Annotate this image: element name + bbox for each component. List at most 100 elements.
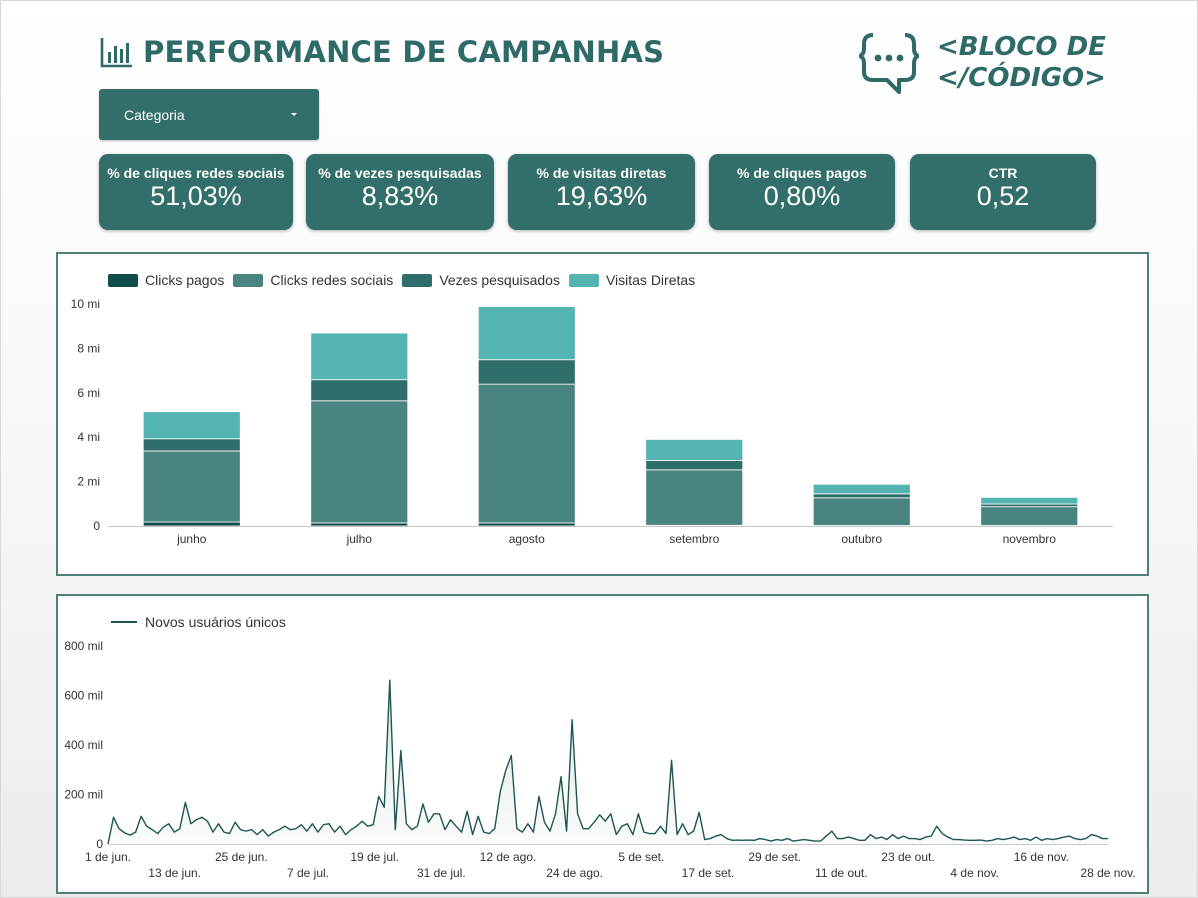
- x-tick-label: 11 de out.: [815, 866, 868, 880]
- x-tick-label: 31 de jul.: [417, 866, 466, 880]
- legend-label: Vezes pesquisados: [439, 272, 560, 288]
- legend-item-visitas-diretas[interactable]: Visitas Diretas: [568, 272, 696, 288]
- brand-name: <BLOCO DE </CÓDIGO>: [937, 32, 1106, 94]
- page-header: PERFORMANCE DE CAMPANHAS: [99, 35, 664, 69]
- legend-swatch: [568, 273, 599, 287]
- kpi-value: 0,52: [976, 181, 1030, 211]
- kpi-value: 0,80%: [763, 181, 841, 211]
- y-tick-label: 400 mil: [64, 738, 103, 752]
- bar-segment: [477, 522, 576, 527]
- kpi-label: % de cliques redes sociais: [107, 165, 285, 181]
- x-tick-label: 7 de jul.: [287, 866, 329, 880]
- y-tick-label: 6 mi: [77, 386, 100, 400]
- bar-segment: [142, 521, 241, 527]
- x-tick-label: setembro: [669, 532, 719, 546]
- category-filter-dropdown[interactable]: Categoria: [99, 89, 319, 140]
- bar-segment: [142, 450, 241, 523]
- bar-segment: [812, 483, 911, 495]
- stacked-bar-chart: 0 2 mi 4 mi 6 mi 8 mi 10 mi junho julho agosto se…: [71, 297, 1113, 546]
- x-tick-label: 13 de jun.: [148, 866, 201, 880]
- x-tick-label: 29 de set.: [748, 850, 801, 864]
- bar-segment: [142, 438, 241, 452]
- kpi-card-social-clicks: % de cliques redes sociais 51,03%: [99, 154, 293, 230]
- bar-chart-icon: [100, 38, 132, 68]
- series-line: [107, 679, 1108, 845]
- x-tick-label: 25 de jun.: [215, 850, 268, 864]
- bar-segment: [477, 359, 576, 385]
- x-tick-label: 1 de jun.: [85, 850, 131, 864]
- x-tick-label: 16 de nov.: [1014, 850, 1069, 864]
- legend-swatch: [233, 273, 264, 287]
- bar-segment: [645, 460, 744, 471]
- kpi-label: % de cliques pagos: [737, 165, 867, 181]
- legend-label: Clicks pagos: [145, 272, 225, 288]
- legend-line: [111, 621, 137, 623]
- y-tick-label: 2 mi: [77, 475, 100, 489]
- y-tick-label: 200 mil: [64, 788, 103, 802]
- kpi-label: % de visitas diretas: [536, 165, 667, 181]
- x-tick-label: 12 de ago.: [480, 850, 537, 864]
- kpi-value: 51,03%: [150, 181, 242, 211]
- bar-segment: [142, 411, 241, 440]
- x-tick-label: 23 de out.: [881, 850, 934, 864]
- y-tick-label: 600 mil: [64, 689, 103, 703]
- y-tick-label: 0: [93, 519, 100, 533]
- legend-swatch: [108, 273, 138, 287]
- kpi-label: % de vezes pesquisadas: [318, 165, 482, 181]
- brand-line-2: </CÓDIGO>: [937, 63, 1106, 93]
- bar-segment: [477, 306, 576, 361]
- area-fill: [108, 680, 1108, 844]
- kpi-card-ctr: CTR 0,52: [910, 154, 1096, 230]
- x-tick-label: junho: [176, 532, 207, 546]
- y-tick-label: 0: [96, 837, 103, 851]
- legend-item-clicks-redes[interactable]: Clicks redes sociais: [233, 272, 393, 288]
- x-tick-label: 17 de set.: [682, 866, 735, 880]
- x-tick-label: agosto: [509, 532, 545, 546]
- kpi-value: 8,83%: [361, 181, 439, 211]
- stacked-bar-chart-panel: Clicks pagos Clicks redes sociais Vezes …: [56, 252, 1149, 576]
- x-tick-label: julho: [346, 532, 373, 546]
- caret-down-icon: [291, 113, 297, 116]
- legend-item-clicks-pagos[interactable]: Clicks pagos: [108, 272, 224, 288]
- brand-line-1: <BLOCO DE: [937, 32, 1106, 62]
- y-tick-label: 4 mi: [77, 430, 100, 444]
- kpi-label: CTR: [988, 165, 1018, 181]
- x-tick-label: 4 de nov.: [950, 866, 998, 880]
- bar-segment: [980, 506, 1079, 526]
- bar-segment: [980, 496, 1079, 505]
- bar-chart-legend: Clicks pagos Clicks redes sociais Vezes …: [108, 272, 704, 288]
- legend-swatch: [402, 273, 433, 287]
- legend-item-novos-usuarios[interactable]: Novos usuários únicos: [111, 614, 286, 630]
- brand-logo: <BLOCO DE </CÓDIGO>: [859, 29, 1106, 97]
- bar-segment: [310, 332, 409, 381]
- line-chart-panel: Novos usuários únicos 0 200 mil 400 mil 600…: [56, 594, 1149, 894]
- category-filter-label: Categoria: [124, 106, 185, 123]
- legend-label: Clicks redes sociais: [270, 272, 394, 288]
- area-line-chart: 0 200 mil 400 mil 600 mil 800 mil 1 de jun. 25…: [64, 639, 1135, 880]
- legend-label: Visitas Diretas: [605, 272, 696, 288]
- y-tick-label: 800 mil: [64, 639, 103, 653]
- bar-segment: [477, 383, 576, 524]
- legend-label: Novos usuários únicos: [145, 614, 286, 630]
- bar-segment: [645, 469, 744, 526]
- kpi-card-paid-clicks: % de cliques pagos 0,80%: [709, 154, 895, 230]
- bar-segment: [812, 497, 911, 526]
- bar-segment: [310, 379, 409, 402]
- page-title: PERFORMANCE DE CAMPANHAS: [143, 35, 665, 69]
- legend-item-vezes-pesquisados[interactable]: Vezes pesquisados: [402, 272, 560, 288]
- x-tick-label: outubro: [841, 532, 882, 546]
- x-tick-label: novembro: [1003, 532, 1057, 546]
- y-tick-label: 10 mi: [71, 297, 100, 311]
- x-tick-label: 19 de jul.: [350, 850, 399, 864]
- kpi-card-searches: % de vezes pesquisadas 8,83%: [306, 154, 494, 230]
- y-tick-label: 8 mi: [77, 341, 100, 355]
- x-tick-label: 5 de set.: [618, 850, 664, 864]
- kpi-value: 19,63%: [555, 181, 648, 211]
- kpi-card-direct-visits: % de visitas diretas 19,63%: [508, 154, 695, 230]
- x-tick-label: 24 de ago.: [546, 866, 603, 880]
- line-chart-legend: Novos usuários únicos: [111, 614, 295, 630]
- bar-segment: [645, 439, 744, 461]
- bar-segment: [310, 522, 409, 527]
- chat-bubble-icon: [859, 33, 919, 94]
- x-tick-label: 28 de nov.: [1080, 866, 1135, 880]
